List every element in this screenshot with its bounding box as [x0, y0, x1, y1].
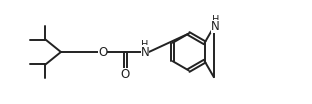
Text: O: O — [121, 68, 130, 81]
Text: H: H — [141, 40, 149, 50]
Text: N: N — [141, 46, 149, 58]
Text: H: H — [212, 15, 219, 25]
Text: O: O — [98, 46, 107, 58]
Text: N: N — [211, 20, 220, 33]
